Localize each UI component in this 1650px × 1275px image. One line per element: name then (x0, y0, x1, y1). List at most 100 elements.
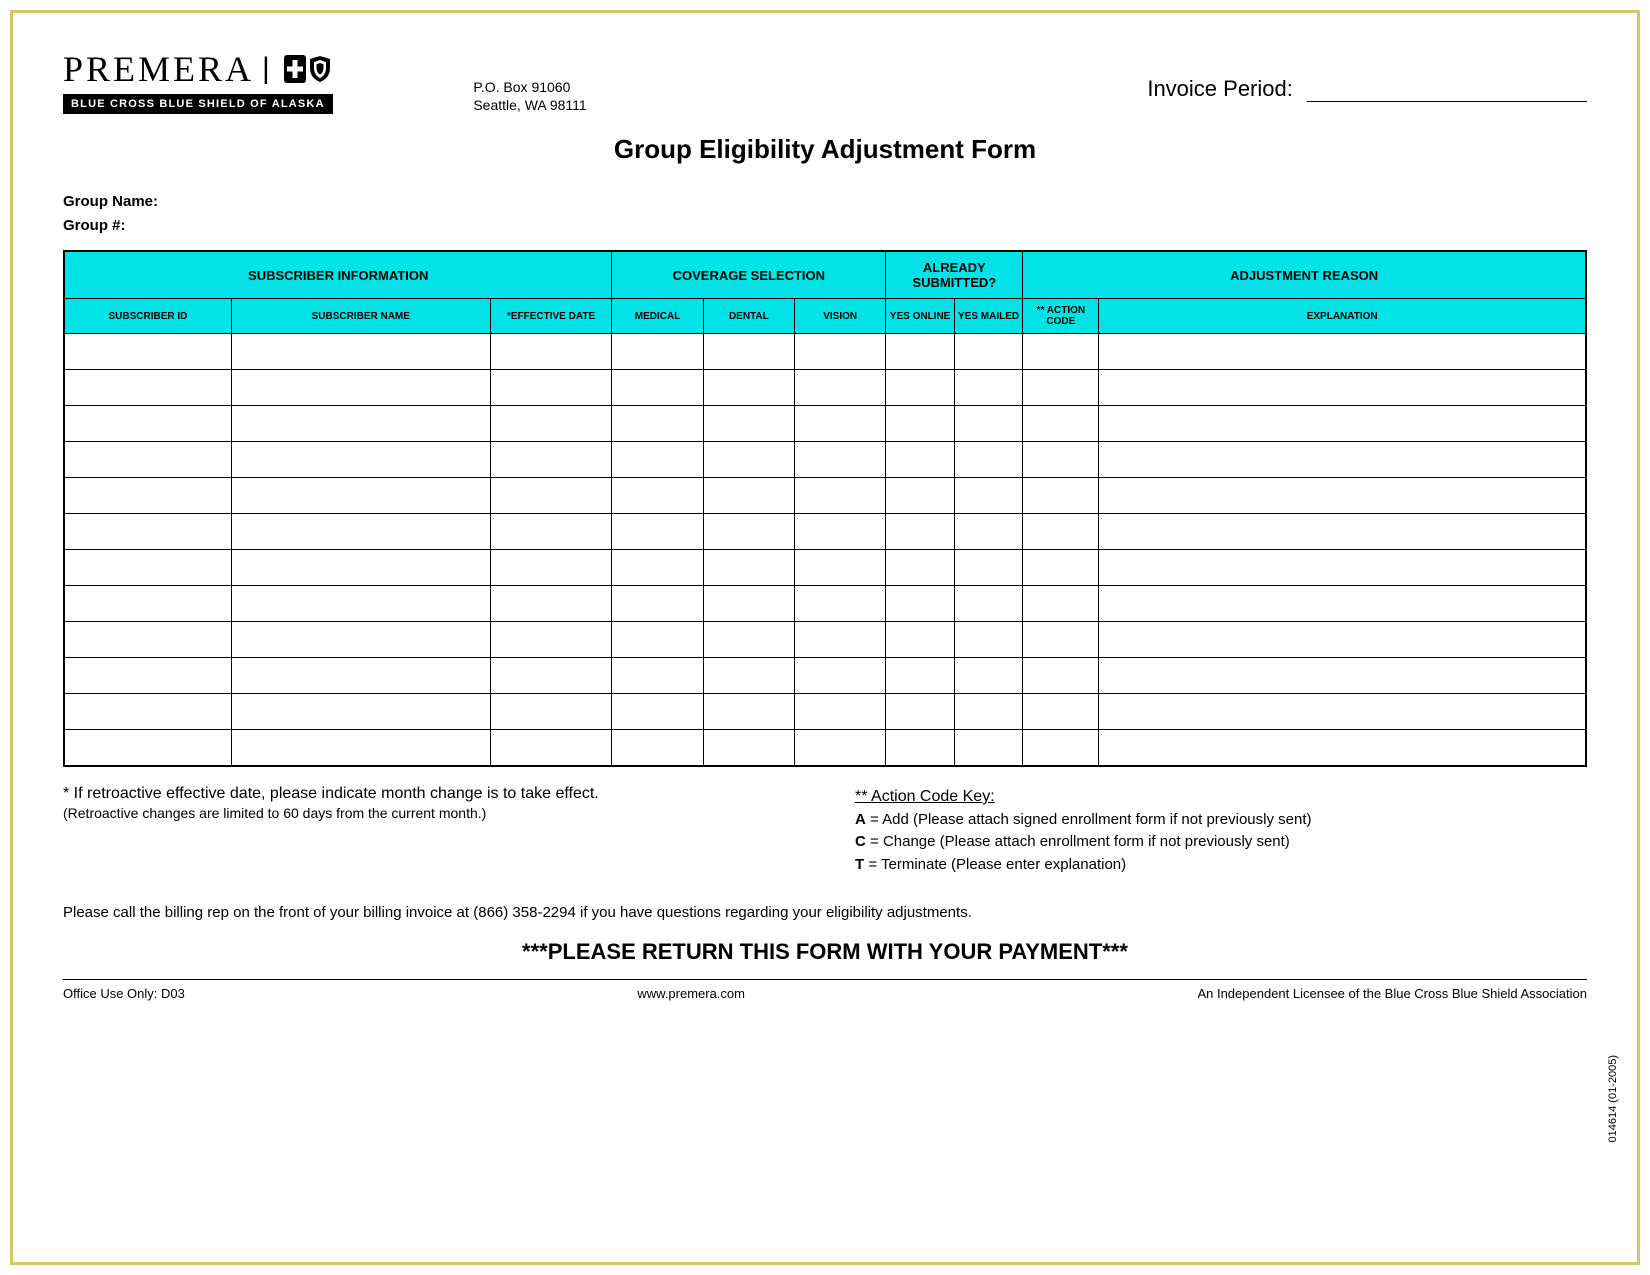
table-cell[interactable] (795, 406, 886, 442)
table-cell[interactable] (612, 730, 703, 766)
table-cell[interactable] (886, 550, 954, 586)
table-cell[interactable] (231, 334, 490, 370)
table-cell[interactable] (886, 478, 954, 514)
table-cell[interactable] (490, 550, 612, 586)
table-cell[interactable] (490, 694, 612, 730)
table-cell[interactable] (1099, 694, 1586, 730)
table-cell[interactable] (1023, 694, 1099, 730)
table-cell[interactable] (612, 586, 703, 622)
table-cell[interactable] (795, 586, 886, 622)
table-cell[interactable] (231, 478, 490, 514)
table-cell[interactable] (1023, 370, 1099, 406)
table-cell[interactable] (612, 622, 703, 658)
table-cell[interactable] (795, 694, 886, 730)
table-cell[interactable] (231, 406, 490, 442)
table-cell[interactable] (64, 550, 231, 586)
table-cell[interactable] (612, 658, 703, 694)
table-cell[interactable] (490, 442, 612, 478)
table-cell[interactable] (795, 550, 886, 586)
table-cell[interactable] (64, 334, 231, 370)
table-cell[interactable] (1023, 442, 1099, 478)
table-cell[interactable] (954, 658, 1022, 694)
table-cell[interactable] (954, 370, 1022, 406)
table-cell[interactable] (886, 406, 954, 442)
table-cell[interactable] (795, 370, 886, 406)
table-cell[interactable] (954, 334, 1022, 370)
table-cell[interactable] (703, 658, 794, 694)
table-cell[interactable] (64, 658, 231, 694)
table-cell[interactable] (703, 514, 794, 550)
table-cell[interactable] (1023, 622, 1099, 658)
table-cell[interactable] (1099, 478, 1586, 514)
table-cell[interactable] (886, 694, 954, 730)
table-cell[interactable] (954, 550, 1022, 586)
table-cell[interactable] (1099, 514, 1586, 550)
table-cell[interactable] (231, 658, 490, 694)
table-cell[interactable] (1099, 406, 1586, 442)
table-cell[interactable] (231, 694, 490, 730)
table-cell[interactable] (231, 622, 490, 658)
table-cell[interactable] (954, 478, 1022, 514)
table-cell[interactable] (64, 478, 231, 514)
table-cell[interactable] (886, 514, 954, 550)
table-cell[interactable] (612, 442, 703, 478)
table-cell[interactable] (231, 370, 490, 406)
table-cell[interactable] (1023, 730, 1099, 766)
table-cell[interactable] (703, 622, 794, 658)
table-cell[interactable] (64, 730, 231, 766)
table-cell[interactable] (1099, 550, 1586, 586)
table-cell[interactable] (1023, 586, 1099, 622)
table-cell[interactable] (490, 334, 612, 370)
table-cell[interactable] (954, 442, 1022, 478)
table-cell[interactable] (231, 442, 490, 478)
table-cell[interactable] (490, 406, 612, 442)
table-cell[interactable] (703, 334, 794, 370)
table-cell[interactable] (612, 334, 703, 370)
table-cell[interactable] (1099, 586, 1586, 622)
table-cell[interactable] (886, 442, 954, 478)
table-cell[interactable] (612, 370, 703, 406)
table-cell[interactable] (1099, 730, 1586, 766)
table-cell[interactable] (490, 622, 612, 658)
table-cell[interactable] (64, 514, 231, 550)
table-cell[interactable] (1023, 658, 1099, 694)
table-cell[interactable] (703, 730, 794, 766)
table-cell[interactable] (64, 586, 231, 622)
table-cell[interactable] (1099, 622, 1586, 658)
table-cell[interactable] (1023, 334, 1099, 370)
table-cell[interactable] (703, 694, 794, 730)
table-cell[interactable] (1099, 442, 1586, 478)
invoice-period-line[interactable] (1307, 101, 1587, 102)
table-cell[interactable] (703, 478, 794, 514)
table-cell[interactable] (490, 658, 612, 694)
table-cell[interactable] (795, 658, 886, 694)
table-cell[interactable] (795, 730, 886, 766)
table-cell[interactable] (612, 550, 703, 586)
table-cell[interactable] (1099, 658, 1586, 694)
table-cell[interactable] (490, 514, 612, 550)
table-cell[interactable] (954, 406, 1022, 442)
table-cell[interactable] (954, 622, 1022, 658)
table-cell[interactable] (954, 730, 1022, 766)
table-cell[interactable] (795, 442, 886, 478)
table-cell[interactable] (64, 442, 231, 478)
table-cell[interactable] (64, 622, 231, 658)
table-cell[interactable] (612, 694, 703, 730)
table-cell[interactable] (490, 370, 612, 406)
table-cell[interactable] (64, 406, 231, 442)
table-cell[interactable] (490, 478, 612, 514)
table-cell[interactable] (795, 622, 886, 658)
table-cell[interactable] (703, 550, 794, 586)
table-cell[interactable] (703, 406, 794, 442)
table-cell[interactable] (1023, 514, 1099, 550)
table-cell[interactable] (490, 730, 612, 766)
table-cell[interactable] (703, 586, 794, 622)
table-cell[interactable] (64, 370, 231, 406)
table-cell[interactable] (703, 442, 794, 478)
table-cell[interactable] (886, 730, 954, 766)
table-cell[interactable] (612, 478, 703, 514)
table-cell[interactable] (1023, 478, 1099, 514)
table-cell[interactable] (954, 586, 1022, 622)
table-cell[interactable] (1099, 334, 1586, 370)
table-cell[interactable] (954, 514, 1022, 550)
